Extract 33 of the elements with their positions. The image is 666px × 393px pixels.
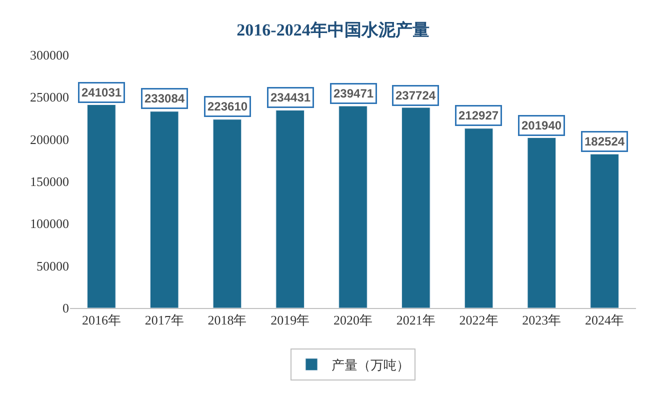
x-tick-label: 2017年 [144, 312, 184, 328]
y-tick-label: 250000 [30, 90, 69, 105]
data-label: 241031 [82, 86, 122, 100]
y-tick-label: 200000 [30, 132, 69, 147]
bar [276, 110, 305, 308]
data-label: 201940 [522, 118, 562, 132]
bar [212, 119, 242, 308]
data-label: 237724 [396, 88, 436, 102]
x-tick-label: 2024年 [585, 312, 624, 328]
data-label: 239471 [334, 86, 374, 100]
legend-label: 产量（万吨） [332, 358, 410, 372]
y-tick-label: 150000 [30, 174, 69, 190]
data-label: 223610 [208, 100, 248, 114]
bar [464, 128, 494, 308]
data-label: 182524 [584, 134, 625, 148]
y-tick-label: 0 [62, 300, 69, 316]
data-label: 233084 [144, 92, 185, 106]
x-tick-label: 2022年 [459, 312, 498, 328]
y-tick-label: 100000 [30, 216, 69, 232]
bar [590, 154, 619, 308]
y-tick-label: 300000 [30, 48, 69, 63]
y-tick-label: 50000 [36, 258, 69, 274]
data-label: 234431 [270, 90, 311, 104]
x-tick-label: 2020年 [334, 312, 372, 328]
x-tick-label: 2019年 [270, 312, 310, 328]
x-tick-label: 2016年 [82, 312, 121, 328]
bar [150, 111, 179, 308]
x-tick-label: 2021年 [396, 312, 436, 328]
x-tick-label: 2018年 [208, 312, 247, 328]
x-tick-label: 2023年 [522, 312, 562, 328]
bar [338, 106, 368, 308]
data-label: 212927 [458, 108, 499, 122]
chart-title: 2016-2024年中国水泥产量 [236, 20, 430, 40]
